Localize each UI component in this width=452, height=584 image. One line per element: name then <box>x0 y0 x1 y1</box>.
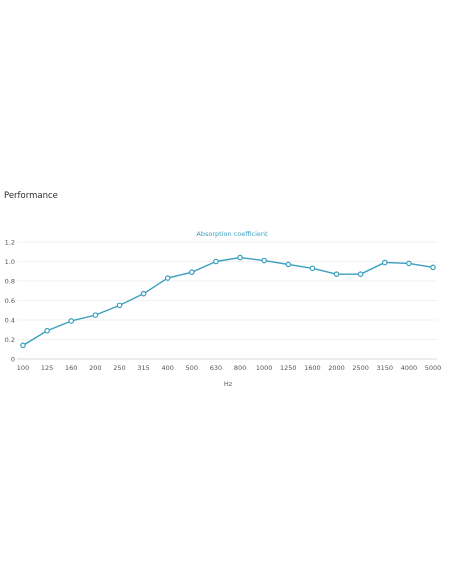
data-point <box>237 254 243 261</box>
x-tick-label: 315 <box>137 364 149 372</box>
data-point <box>20 342 26 349</box>
x-tick-label: 1000 <box>256 364 273 372</box>
data-point <box>68 318 75 324</box>
data-point <box>285 261 292 268</box>
x-tick-label: 100 <box>17 364 29 372</box>
grid-lines <box>17 241 437 340</box>
x-tick-label: 1600 <box>304 364 321 372</box>
x-tick-label: 2500 <box>352 364 369 372</box>
x-tick-label: 630 <box>210 364 222 372</box>
x-tick-label: 400 <box>161 364 173 372</box>
series-line <box>22 256 434 346</box>
data-point <box>213 258 219 265</box>
y-tick-label: 0.6 <box>5 297 15 305</box>
chart-title: Absorption coefficient <box>196 230 268 238</box>
y-tick-label: 1.0 <box>5 258 15 266</box>
x-tick-label: 500 <box>186 364 198 372</box>
x-tick-label: 160 <box>65 364 77 372</box>
data-point <box>406 260 412 267</box>
y-tick-label: 0.2 <box>5 336 15 344</box>
data-point <box>430 264 436 271</box>
data-point <box>189 269 195 276</box>
x-tick-label: 200 <box>89 364 101 372</box>
x-tick-label: 1250 <box>280 364 297 372</box>
data-point <box>140 290 147 297</box>
x-tick-label: 2000 <box>328 364 345 372</box>
x-tick-label: 800 <box>234 364 246 372</box>
data-point <box>164 275 171 281</box>
x-tick-label: 3150 <box>376 364 393 372</box>
data-points <box>20 254 436 349</box>
x-axis-title: Hz <box>224 380 233 388</box>
x-tick-label: 125 <box>41 364 53 372</box>
section-title: Performance <box>4 191 58 201</box>
data-point <box>44 327 50 334</box>
data-point <box>116 302 123 309</box>
absorption-chart: Absorption coefficient 0 0.2 0.4 0.6 0.8 1.0 1… <box>5 230 442 388</box>
y-axis-ticks: 0 0.2 0.4 0.6 0.8 1.0 1.2 <box>5 238 15 363</box>
x-tick-label: 4000 <box>401 364 418 372</box>
data-point <box>357 271 364 277</box>
data-point <box>261 257 267 264</box>
x-tick-label: 5000 <box>425 364 442 372</box>
data-point <box>92 312 99 318</box>
data-point <box>381 259 388 266</box>
x-axis-ticks: 100 125 160 200 250 315 400 500 630 800 1000 1250 16… <box>17 364 441 372</box>
y-tick-label: 0.8 <box>5 277 15 285</box>
y-tick-label: 0 <box>11 355 15 363</box>
data-point <box>333 271 340 277</box>
y-tick-label: 1.2 <box>5 238 15 246</box>
x-tick-label: 250 <box>113 364 125 372</box>
y-tick-label: 0.4 <box>5 316 15 324</box>
data-point <box>309 265 316 272</box>
